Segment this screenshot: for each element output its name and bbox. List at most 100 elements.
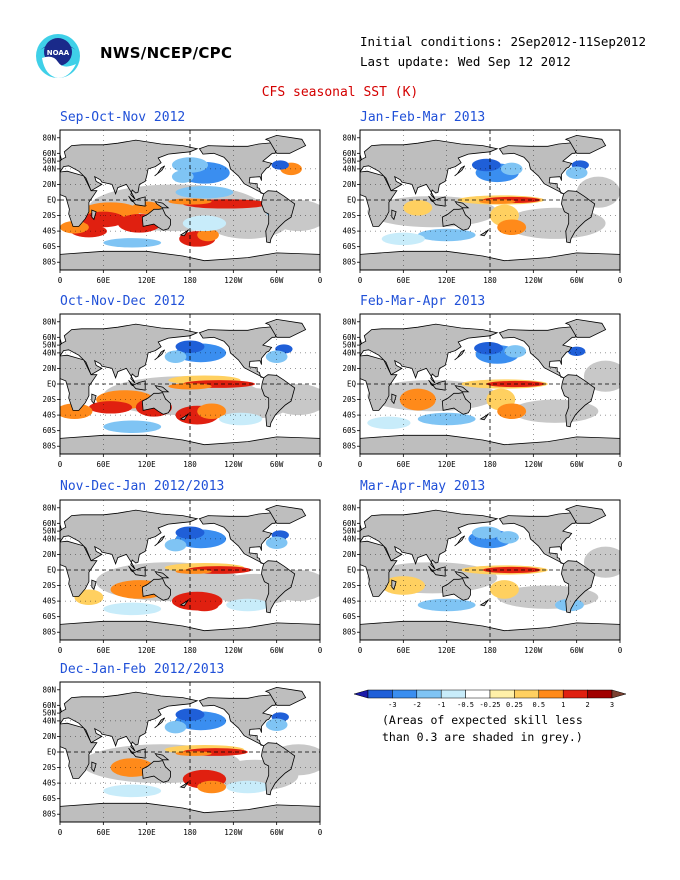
lon-label: 60W bbox=[270, 276, 284, 285]
land-mass bbox=[360, 323, 499, 384]
land-mass bbox=[360, 139, 499, 200]
lat-label: 40S bbox=[42, 597, 56, 606]
legend-label: -0.25 bbox=[479, 701, 500, 709]
anomaly-region bbox=[197, 403, 227, 419]
land-mass bbox=[454, 571, 470, 579]
legend-swatch bbox=[440, 689, 466, 699]
lon-label: 120E bbox=[438, 276, 457, 285]
land-mass bbox=[154, 201, 170, 209]
lat-label: 40N bbox=[42, 534, 56, 543]
legend-caption-line2: than 0.3 are shaded in grey.) bbox=[382, 730, 583, 744]
anomaly-region bbox=[265, 350, 288, 363]
land-mass bbox=[261, 190, 296, 244]
lat-label: EQ bbox=[47, 380, 57, 389]
land-mass bbox=[264, 504, 307, 524]
land-mass bbox=[154, 753, 170, 761]
anomaly-region bbox=[164, 350, 187, 363]
legend-swatch bbox=[489, 689, 515, 699]
anomaly-region bbox=[103, 420, 162, 433]
anomaly-region bbox=[471, 526, 501, 539]
lon-label: 0 bbox=[318, 276, 323, 285]
land-mass bbox=[91, 761, 97, 773]
legend-label: -1 bbox=[437, 701, 445, 709]
lat-label: 60N bbox=[42, 333, 56, 342]
agency-name: NWS/NCEP/CPC bbox=[100, 44, 233, 62]
legend-arrow-right bbox=[611, 689, 627, 699]
legend-swatch bbox=[416, 689, 442, 699]
anomaly-region bbox=[265, 718, 288, 731]
land-mass bbox=[454, 535, 466, 547]
lat-label: 40N bbox=[342, 164, 356, 173]
land-mass bbox=[60, 509, 199, 570]
anomaly-region bbox=[490, 580, 519, 599]
lat-label: 60N bbox=[342, 149, 356, 158]
lon-label: 60E bbox=[97, 460, 111, 469]
land-mass bbox=[60, 802, 320, 822]
lat-label: 50N bbox=[42, 157, 56, 166]
lat-label: 20S bbox=[42, 211, 56, 220]
lon-label: 120E bbox=[138, 646, 157, 655]
land-mass bbox=[141, 578, 171, 601]
land-mass bbox=[479, 413, 489, 421]
land-mass bbox=[141, 760, 171, 783]
lon-label: 60E bbox=[397, 646, 411, 655]
lat-label: 60S bbox=[342, 242, 356, 251]
legend-arrow-left bbox=[353, 689, 369, 699]
anomaly-region bbox=[497, 531, 519, 544]
land-mass bbox=[454, 385, 470, 393]
lon-label: 0 bbox=[318, 828, 323, 837]
legend-label: 2 bbox=[585, 701, 589, 709]
land-mass bbox=[564, 504, 607, 524]
panel-title-ond: Oct-Nov-Dec 2012 bbox=[60, 294, 186, 309]
lat-label: 80S bbox=[42, 810, 56, 819]
land-mass bbox=[564, 318, 607, 338]
lat-label: 40S bbox=[342, 411, 356, 420]
lon-label: 60W bbox=[570, 460, 584, 469]
lat-label: 60S bbox=[342, 612, 356, 621]
lon-label: 0 bbox=[358, 460, 363, 469]
anomaly-region bbox=[399, 388, 436, 411]
land-mass bbox=[428, 379, 446, 391]
land-mass bbox=[141, 208, 171, 231]
lat-label: 20N bbox=[342, 550, 356, 559]
lat-label: 50N bbox=[42, 527, 56, 536]
land-mass bbox=[179, 413, 189, 421]
panel-title-djf: Dec-Jan-Feb 2012/2013 bbox=[60, 662, 225, 677]
lat-label: 20S bbox=[42, 395, 56, 404]
lat-label: EQ bbox=[47, 748, 57, 757]
land-mass bbox=[128, 379, 146, 391]
anomaly-region bbox=[164, 720, 187, 734]
anomaly-region bbox=[497, 403, 527, 419]
lat-label: 60N bbox=[42, 519, 56, 528]
anomaly-region bbox=[175, 708, 205, 721]
lat-label: 80N bbox=[42, 133, 56, 142]
lat-label: 60N bbox=[42, 149, 56, 158]
lat-label: EQ bbox=[347, 196, 357, 205]
lat-label: 50N bbox=[42, 341, 56, 350]
lon-label: 0 bbox=[58, 460, 63, 469]
land-mass bbox=[564, 134, 607, 154]
anomaly-region bbox=[60, 221, 89, 234]
lon-label: 60W bbox=[570, 276, 584, 285]
lon-label: 180 bbox=[183, 646, 197, 655]
lon-label: 60E bbox=[397, 276, 411, 285]
lat-label: 80S bbox=[42, 258, 56, 267]
lon-label: 120W bbox=[224, 460, 243, 469]
lat-label: 50N bbox=[342, 157, 356, 166]
anomaly-region bbox=[367, 416, 411, 430]
land-mass bbox=[60, 691, 199, 752]
lat-label: 20S bbox=[342, 395, 356, 404]
land-mass bbox=[561, 374, 596, 428]
lon-label: 180 bbox=[483, 460, 497, 469]
lat-label: 40S bbox=[42, 411, 56, 420]
lat-label: 40S bbox=[42, 227, 56, 236]
anomaly-region bbox=[190, 598, 219, 612]
lon-label: 0 bbox=[318, 646, 323, 655]
lon-label: 60W bbox=[270, 828, 284, 837]
panel-title-fma: Feb-Mar-Apr 2013 bbox=[360, 294, 486, 309]
lon-label: 120E bbox=[138, 460, 157, 469]
anomaly-region bbox=[175, 186, 234, 199]
lon-label: 120W bbox=[224, 646, 243, 655]
